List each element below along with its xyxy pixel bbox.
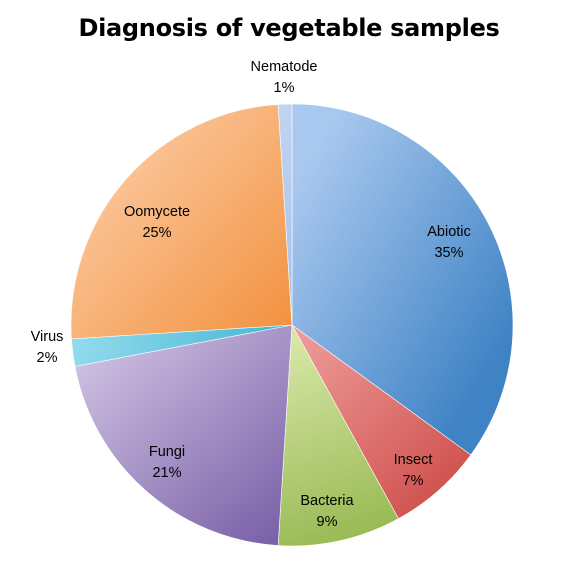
slice-label-abiotic: Abiotic <box>427 224 471 240</box>
slice-label-bacteria: Bacteria <box>300 493 354 509</box>
pie-labels: Abiotic 35% Insect 7% Bacteria 9% Fungi 21% Viru… <box>31 59 471 530</box>
slice-label-fungi: Fungi <box>149 444 185 460</box>
slice-label-oomycete: Oomycete <box>124 204 190 220</box>
slice-fungi <box>74 324 293 546</box>
slice-abiotic <box>291 103 514 456</box>
slice-label-nematode: Nematode <box>251 59 318 75</box>
slice-oomycete <box>70 104 293 340</box>
slice-value-nematode: 1% <box>274 80 295 96</box>
slice-label-insect: Insect <box>394 452 433 468</box>
slice-value-insect: 7% <box>403 473 424 489</box>
slice-value-abiotic: 35% <box>434 245 463 261</box>
slice-bacteria <box>277 323 399 547</box>
slice-value-oomycete: 25% <box>142 225 171 241</box>
slice-nematode <box>277 103 293 326</box>
slice-value-bacteria: 9% <box>317 514 338 530</box>
pie-slices <box>70 103 514 547</box>
slice-label-virus: Virus <box>31 329 64 345</box>
slice-value-fungi: 21% <box>152 465 181 481</box>
slice-value-virus: 2% <box>37 350 58 366</box>
chart-title: Diagnosis of vegetable samples <box>78 14 500 42</box>
